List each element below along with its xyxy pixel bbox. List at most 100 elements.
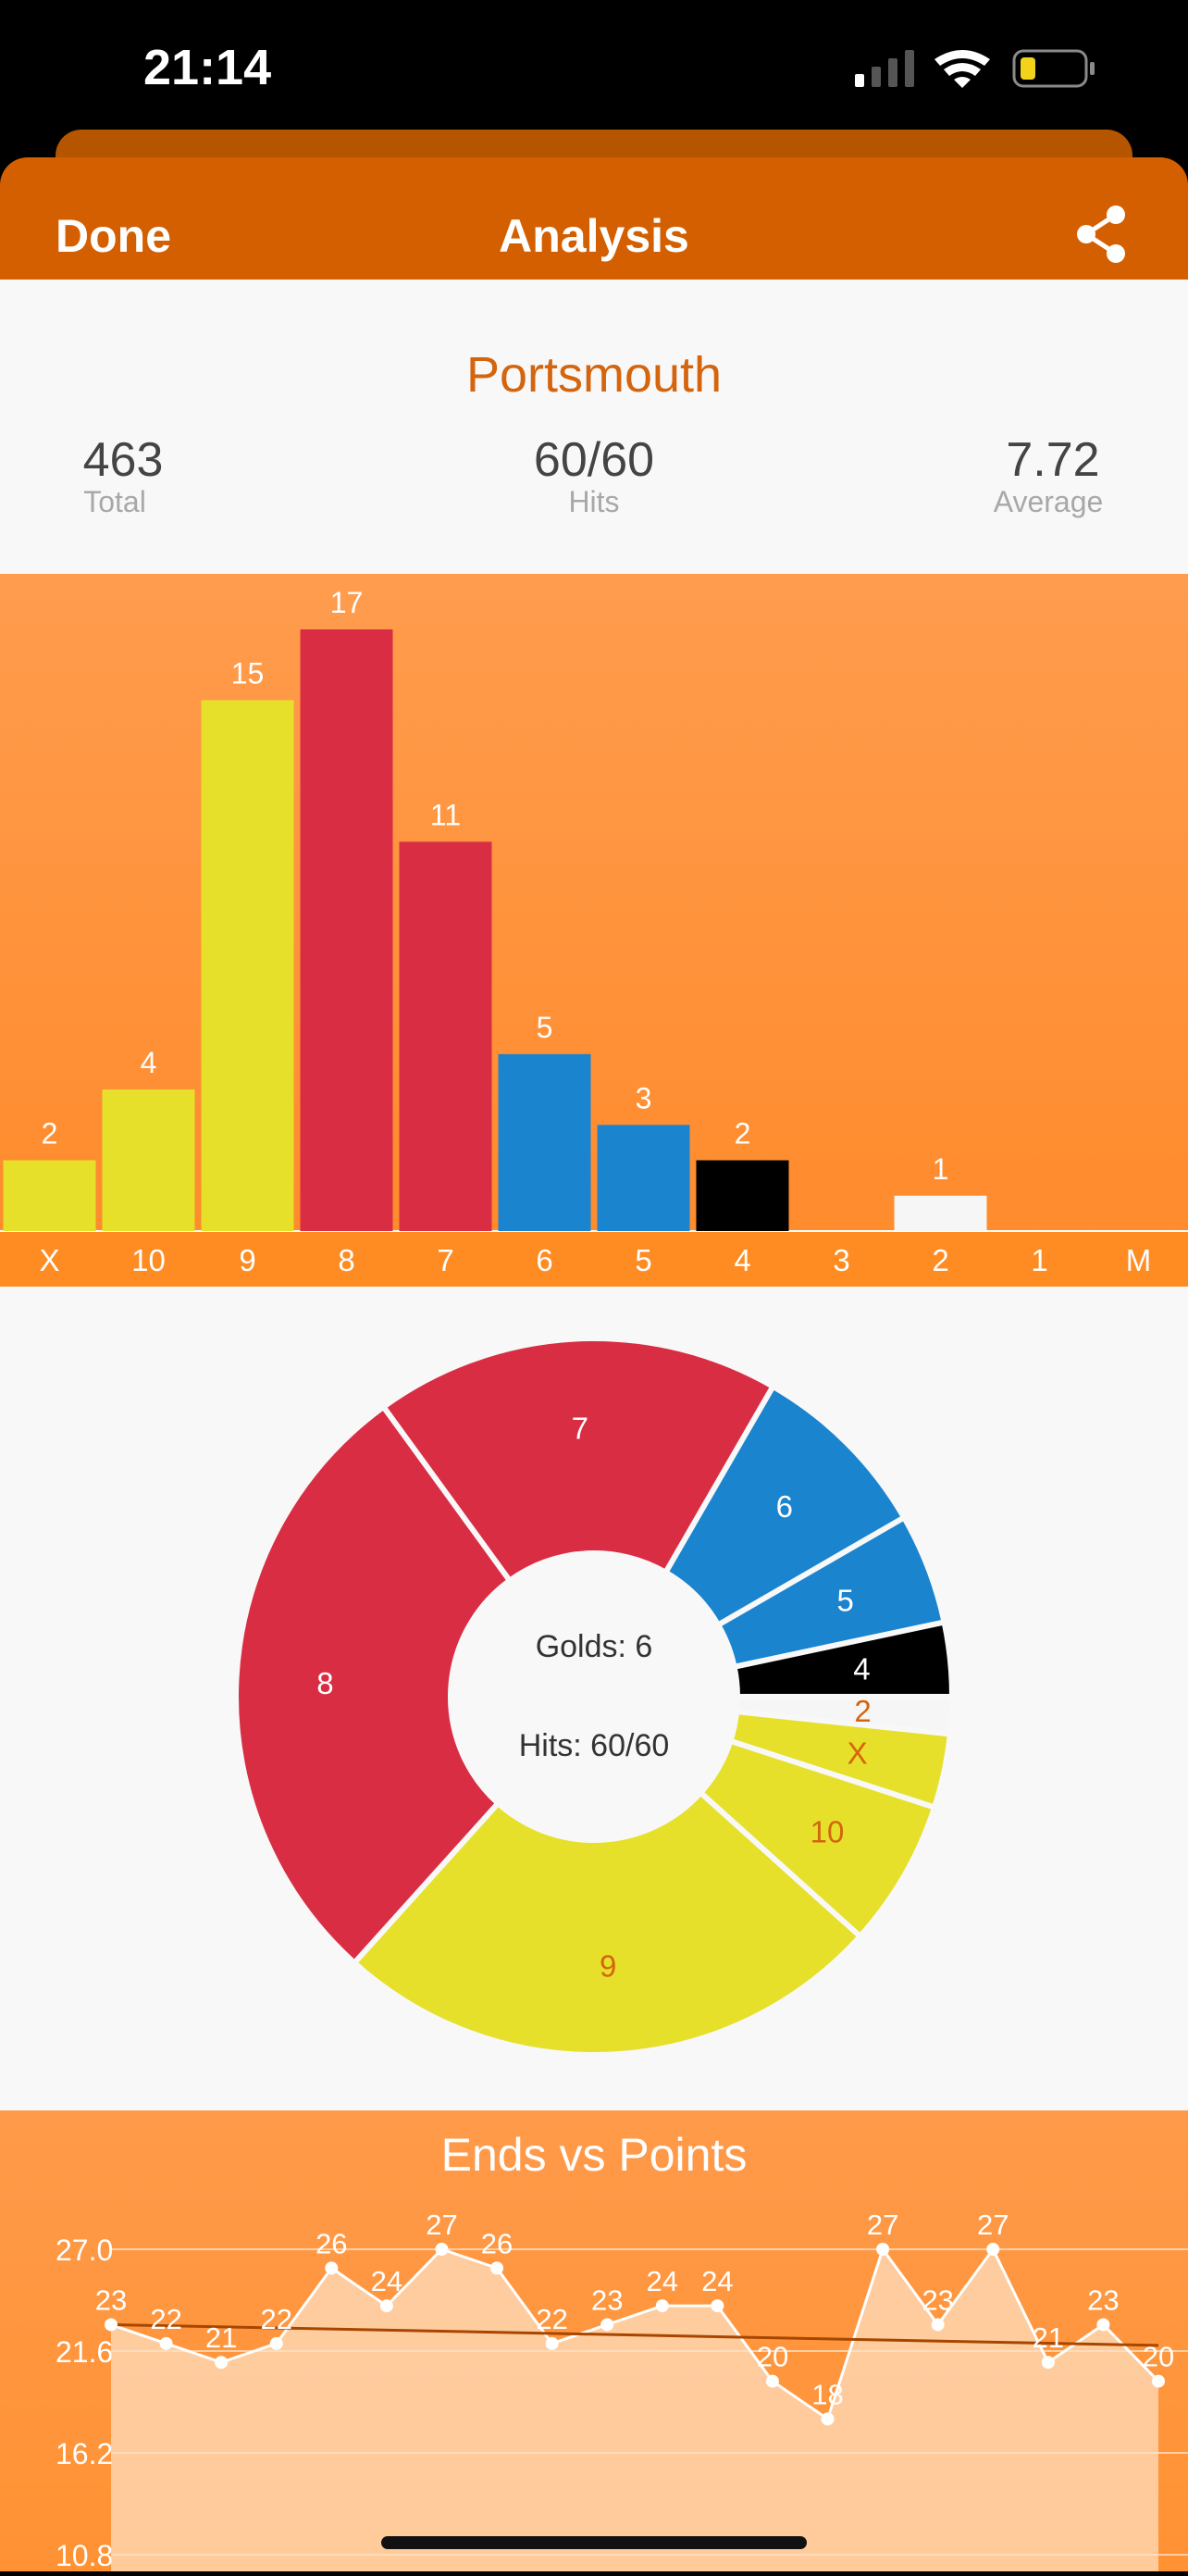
- status-bar: 21:14: [0, 0, 1188, 139]
- point-label: 21: [205, 2321, 237, 2354]
- point-label: 20: [757, 2341, 788, 2373]
- x-tick-label: M: [1126, 1243, 1152, 1277]
- bar-value-label: 2: [735, 1117, 751, 1151]
- average-value: 7.72: [1006, 433, 1100, 487]
- point-label: 22: [260, 2303, 291, 2335]
- slice-label: 7: [572, 1411, 588, 1445]
- slice-label: 8: [316, 1666, 333, 1700]
- trend-line: [110, 2322, 1159, 2347]
- score-distribution-chart: 2 X 4 10 15 9 17 8 11 7 5 6 3 5 2 4 3 1 2 1 M: [0, 574, 1188, 1287]
- nav-title: Analysis: [499, 210, 689, 262]
- data-point: [600, 2318, 614, 2332]
- data-point: [931, 2318, 945, 2332]
- line-chart-svg: Ends vs Points 27.0 21.6 16.2 10.8 23 22 21 22 26…: [56, 2129, 1188, 2576]
- home-indicator[interactable]: [381, 2536, 807, 2549]
- bar-10: [102, 1089, 195, 1231]
- x-tick-label: 2: [932, 1243, 948, 1277]
- bar-2: [894, 1195, 987, 1231]
- points-line: [110, 2246, 1160, 2421]
- x-tick-label: 1: [1031, 1243, 1047, 1277]
- slice-label: 9: [600, 1949, 616, 1984]
- bar-value-label: 2: [42, 1117, 58, 1151]
- navigation-bar: Done Analysis: [0, 157, 1188, 280]
- bar-value-label: 5: [537, 1011, 553, 1044]
- status-icons: [855, 49, 1095, 88]
- data-point: [490, 2261, 504, 2275]
- slice-8: [233, 1402, 514, 1967]
- slice-label: 6: [776, 1489, 793, 1524]
- point-label: 23: [95, 2284, 127, 2316]
- score-donut-chart: 2 X 10 9 8 7 6 5 4 Golds: 6 Hits: 60/60: [0, 1287, 1188, 2110]
- point-label: 22: [150, 2303, 181, 2335]
- point-label: 20: [1143, 2341, 1174, 2373]
- status-time: 21:14: [143, 40, 272, 95]
- total-value: 463: [82, 433, 164, 487]
- cellular-signal-icon: [855, 50, 914, 87]
- point-label: 27: [977, 2209, 1009, 2241]
- point-label: 26: [481, 2227, 513, 2259]
- slice-label: 10: [811, 1815, 845, 1849]
- point-label: 23: [922, 2284, 953, 2316]
- bar-value-label: 3: [636, 1081, 652, 1114]
- point-label: 23: [1087, 2284, 1119, 2316]
- x-tick-label: X: [39, 1243, 59, 1277]
- data-point: [545, 2336, 559, 2350]
- data-point: [711, 2299, 724, 2313]
- data-point: [1041, 2356, 1055, 2370]
- x-tick-label: 9: [239, 1243, 255, 1277]
- hits-summary: Hits: 60/60: [519, 1728, 670, 1763]
- data-point: [876, 2243, 890, 2256]
- data-point: [1152, 2374, 1165, 2388]
- done-button[interactable]: Done: [56, 210, 171, 262]
- point-label: 18: [811, 2378, 843, 2410]
- point-label: 21: [1033, 2321, 1064, 2354]
- bar-5: [597, 1125, 690, 1231]
- wifi-icon: [934, 50, 990, 88]
- y-tick-label: 10.8: [56, 2539, 113, 2571]
- bar-7: [399, 841, 492, 1231]
- data-point: [269, 2336, 283, 2350]
- point-label: 22: [536, 2303, 567, 2335]
- y-tick-label: 27.0: [56, 2234, 113, 2267]
- point-label: 24: [701, 2265, 733, 2297]
- slice-label: 5: [836, 1584, 853, 1618]
- average-label: Average: [993, 485, 1104, 518]
- data-point: [215, 2356, 229, 2370]
- x-tick-label: 8: [338, 1243, 354, 1277]
- data-point: [655, 2299, 669, 2313]
- y-tick-label: 21.6: [56, 2335, 113, 2369]
- chart-title: Ends vs Points: [441, 2129, 748, 2181]
- slice-9: [350, 1788, 864, 2058]
- data-point: [435, 2243, 449, 2256]
- x-axis-band: [0, 1231, 1188, 1287]
- bar-chart-svg: 2 X 4 10 15 9 17 8 11 7 5 6 3 5 2 4 3 1 2 1 M: [0, 586, 1188, 1287]
- bar-value-label: 15: [231, 656, 265, 690]
- x-tick-label: 4: [734, 1243, 750, 1277]
- bar-value-label: 1: [933, 1152, 949, 1186]
- bar-value-label: 17: [330, 586, 364, 619]
- total-label: Total: [83, 485, 146, 518]
- slice-6: [662, 1382, 909, 1629]
- x-tick-label: 10: [131, 1243, 166, 1277]
- share-icon[interactable]: [1073, 204, 1129, 265]
- round-name: Portsmouth: [465, 347, 723, 403]
- data-point: [1096, 2318, 1110, 2332]
- slice-label: 4: [853, 1652, 870, 1686]
- point-label: 27: [867, 2209, 898, 2241]
- point-label: 23: [591, 2284, 623, 2316]
- bar-8: [300, 629, 393, 1231]
- data-point: [379, 2299, 393, 2313]
- point-label: 24: [371, 2265, 402, 2297]
- bar-value-label: 4: [141, 1046, 157, 1079]
- data-point: [325, 2261, 339, 2275]
- slice-4: [731, 1618, 956, 1699]
- slice-label: X: [848, 1736, 868, 1771]
- x-tick-label: 5: [635, 1243, 651, 1277]
- summary-panel: Portsmouth 463 Total 60/60 Hits 7.72 Ave…: [0, 280, 1188, 574]
- data-point: [159, 2336, 173, 2350]
- y-tick-label: 16.2: [56, 2437, 113, 2470]
- bar-value-label: 11: [430, 798, 461, 831]
- bar-X: [3, 1160, 96, 1231]
- x-tick-label: 7: [437, 1243, 453, 1277]
- battery-icon: [1012, 49, 1095, 88]
